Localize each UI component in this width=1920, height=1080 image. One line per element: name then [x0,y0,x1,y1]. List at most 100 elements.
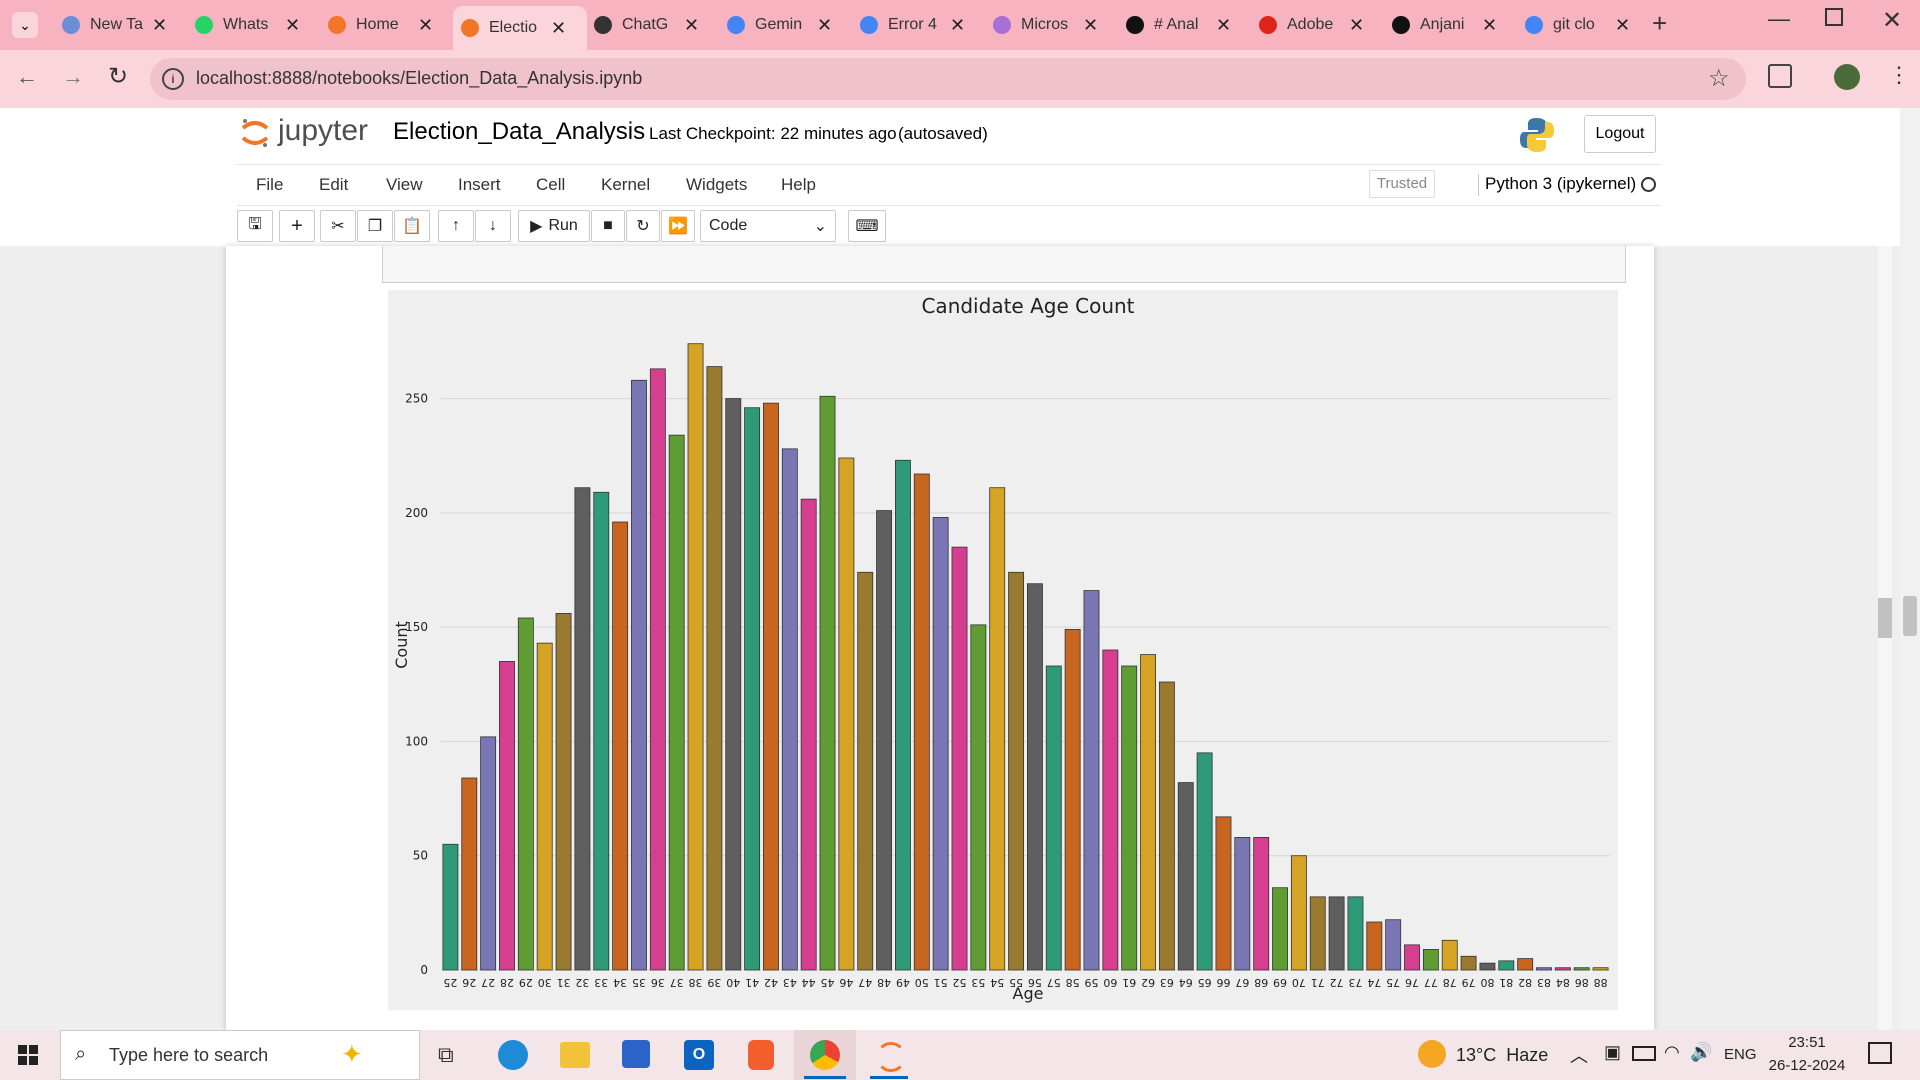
browser-tab[interactable]: Error 4 ✕ [852,8,986,42]
url-field[interactable]: i ☆ [150,58,1746,100]
menu-file[interactable]: File [256,175,284,194]
run-button[interactable]: ▶ Run [518,210,590,242]
outlook-icon[interactable]: O [684,1040,714,1070]
menu-widgets[interactable]: Widgets [686,175,748,194]
weather-text[interactable]: 13°C Haze [1456,1045,1549,1065]
tab-close-icon[interactable]: ✕ [1216,14,1232,35]
browser-menu-icon[interactable]: ⋮ [1888,62,1910,87]
x-tick-label: 69 [1273,976,1287,989]
cell-type-select[interactable]: Code ⌄ [700,210,836,242]
trusted-indicator[interactable]: Trusted [1369,170,1435,198]
menu-cell[interactable]: Cell [536,175,566,194]
run-icon: ▶ [530,218,543,235]
menu-insert[interactable]: Insert [458,175,501,194]
notebook-scrollbar-thumb[interactable] [1878,598,1892,638]
browser-tab[interactable]: Electio ✕ [453,6,587,50]
brave-icon[interactable] [748,1040,774,1070]
bar [687,343,704,971]
menu-kernel[interactable]: Kernel [601,175,651,194]
windows-start-icon[interactable] [18,1045,38,1065]
edge-icon[interactable] [498,1040,528,1070]
browser-tab[interactable]: Gemin ✕ [719,8,853,42]
paste-icon[interactable]: 📋 [394,210,430,242]
menu-view[interactable]: View [386,175,423,194]
menu-help[interactable]: Help [781,175,816,194]
task-view-icon[interactable]: ⧉ [438,1042,454,1067]
kernel-name[interactable]: Python 3 (ipykernel) [1485,174,1637,193]
profile-avatar[interactable] [1834,64,1860,90]
move-down-icon[interactable]: ↓ [475,210,511,242]
browser-tab[interactable]: ChatG ✕ [586,8,720,42]
extensions-icon[interactable] [1768,64,1792,88]
bar [536,642,553,971]
bar [1554,967,1571,971]
x-tick-label: 45 [821,976,835,989]
back-icon[interactable]: ← [16,64,38,89]
move-up-icon[interactable]: ↑ [438,210,474,242]
chrome-taskbar-item[interactable] [794,1030,856,1080]
tab-close-icon[interactable]: ✕ [950,14,966,35]
file-explorer-icon[interactable] [560,1042,590,1068]
meet-now-icon[interactable]: ▣ [1604,1042,1622,1062]
browser-tab[interactable]: Anjani ✕ [1384,8,1518,42]
clock-time[interactable]: 23:51 [1788,1034,1826,1051]
tab-close-icon[interactable]: ✕ [1083,14,1099,35]
tab-close-icon[interactable]: ✕ [551,17,567,38]
browser-tab[interactable]: Adobe ✕ [1251,8,1385,42]
clock-date[interactable]: 26-12-2024 [1768,1057,1846,1074]
new-tab-icon[interactable]: + [1652,8,1668,38]
restart-run-all-icon[interactable]: ⏩ [661,210,695,242]
browser-tab[interactable]: git clo ✕ [1517,8,1651,42]
copy-icon[interactable]: ❐ [357,210,393,242]
notebook-name[interactable]: Election_Data_Analysis [393,118,646,145]
language-indicator[interactable]: ENG [1724,1046,1757,1063]
tab-close-icon[interactable]: ✕ [684,14,700,35]
save-icon[interactable]: 🖫 [237,210,273,242]
previous-cell[interactable] [382,246,1626,283]
insert-cell-icon[interactable]: + [279,210,315,242]
tab-search-icon[interactable]: ⌄ [12,12,38,38]
bar [461,777,478,971]
wifi-icon[interactable]: ◠ [1664,1042,1680,1062]
logout-button[interactable]: Logout [1584,115,1656,153]
interrupt-icon[interactable]: ■ [591,210,625,242]
taskbar-search-box[interactable]: ⌕ Type here to search ✦ [60,1030,420,1080]
site-info-icon[interactable]: i [162,68,184,90]
weather-icon[interactable] [1418,1040,1446,1068]
tab-close-icon[interactable]: ✕ [152,14,168,35]
notebook-scrollbar[interactable] [1878,246,1892,1030]
window-close-icon[interactable]: ✕ [1882,7,1903,34]
bar [913,473,930,971]
tab-close-icon[interactable]: ✕ [817,14,833,35]
x-tick-label: 62 [1141,976,1155,989]
menu-edit[interactable]: Edit [319,175,349,194]
reload-icon[interactable]: ↻ [108,63,129,90]
bookmark-star-icon[interactable]: ☆ [1708,65,1730,92]
volume-icon[interactable]: 🔊 [1690,1042,1713,1062]
page-scrollbar[interactable] [1900,108,1920,1030]
browser-tab[interactable]: New Ta ✕ [54,8,188,42]
tab-close-icon[interactable]: ✕ [1349,14,1365,35]
jupyter-taskbar-item[interactable] [864,1030,914,1080]
jupyter-logo-icon[interactable] [240,116,270,150]
store-icon[interactable] [622,1040,650,1068]
keyboard-shortcuts-icon[interactable]: ⌨ [848,210,886,242]
restart-icon[interactable]: ↻ [626,210,660,242]
battery-icon[interactable] [1632,1046,1656,1061]
show-hidden-icons-icon[interactable]: ︿ [1570,1046,1588,1066]
browser-tab[interactable]: Micros ✕ [985,8,1119,42]
browser-tab[interactable]: # Anal ✕ [1118,8,1252,42]
tab-close-icon[interactable]: ✕ [1482,14,1498,35]
minimize-icon[interactable]: — [1768,6,1790,31]
cut-icon[interactable]: ✂ [320,210,356,242]
tab-close-icon[interactable]: ✕ [1615,14,1631,35]
tab-close-icon[interactable]: ✕ [418,14,434,35]
forward-icon[interactable]: → [62,64,84,89]
browser-tab[interactable]: Whats ✕ [187,8,321,42]
bar [1328,896,1345,971]
notifications-icon[interactable] [1868,1042,1892,1064]
scrollbar-thumb[interactable] [1903,596,1917,636]
restore-icon[interactable] [1825,8,1843,26]
tab-close-icon[interactable]: ✕ [285,14,301,35]
browser-tab[interactable]: Home ✕ [320,8,454,42]
